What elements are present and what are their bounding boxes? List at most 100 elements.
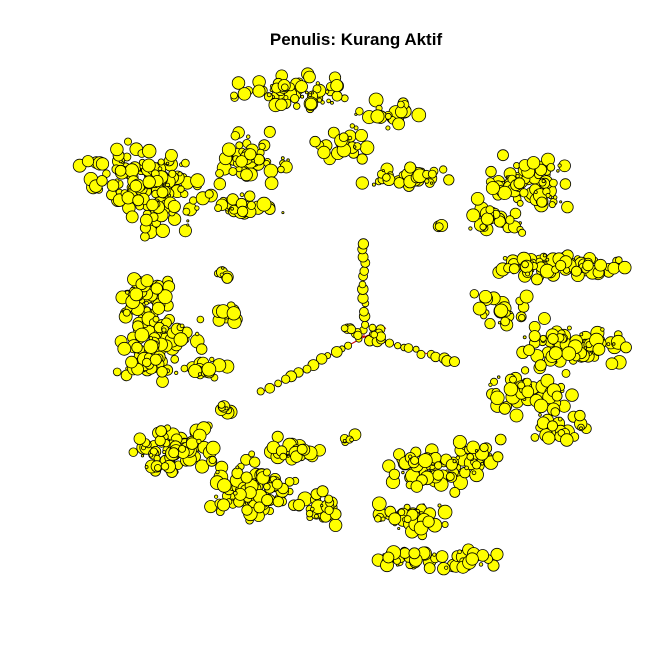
- graph-node: [508, 263, 520, 275]
- graph-node: [434, 461, 443, 470]
- graph-node: [253, 501, 266, 514]
- graph-node: [359, 306, 369, 317]
- graph-node: [205, 440, 221, 456]
- graph-node: [235, 465, 240, 470]
- graph-node: [583, 346, 588, 350]
- graph-node: [280, 83, 289, 92]
- graph-node: [303, 70, 316, 84]
- graph-node: [248, 450, 256, 458]
- graph-node: [559, 200, 563, 204]
- graph-node: [509, 207, 522, 220]
- graph-node: [149, 447, 158, 456]
- graph-node: [304, 97, 318, 111]
- graph-node: [384, 338, 394, 348]
- graph-node: [272, 496, 284, 508]
- graph-node: [264, 176, 279, 191]
- graph-node: [132, 194, 145, 207]
- graph-node: [445, 472, 455, 482]
- graph-node: [256, 196, 272, 212]
- graph-node: [233, 490, 238, 496]
- graph-node: [230, 207, 234, 211]
- graph-node: [452, 459, 457, 464]
- graph-node: [128, 447, 139, 457]
- graph-node: [167, 199, 181, 213]
- graph-node: [274, 379, 282, 388]
- graph-node: [429, 181, 434, 185]
- graph-node: [618, 260, 632, 275]
- graph-node: [356, 153, 368, 165]
- graph-node: [548, 201, 556, 209]
- graph-node: [157, 166, 163, 172]
- graph-node: [154, 435, 166, 447]
- graph-node: [355, 107, 364, 116]
- graph-node: [134, 327, 150, 343]
- graph-node: [195, 459, 210, 474]
- graph-node: [497, 185, 512, 200]
- graph-node: [129, 179, 143, 193]
- graph-node: [140, 454, 145, 458]
- graph-node: [547, 420, 559, 432]
- graph-node: [612, 342, 616, 346]
- graph-node: [403, 343, 414, 353]
- graph-node: [533, 398, 549, 414]
- graph-node: [368, 92, 384, 108]
- graph-node: [522, 335, 527, 340]
- graph-node: [536, 196, 548, 208]
- graph-node: [124, 137, 133, 146]
- graph-node: [263, 163, 279, 179]
- graph-node: [122, 308, 131, 317]
- graph-node: [449, 486, 461, 498]
- graph-node: [551, 390, 563, 402]
- graph-node: [466, 208, 481, 223]
- graph-node: [490, 547, 504, 561]
- graph-node: [239, 192, 245, 198]
- graph-node: [277, 165, 285, 174]
- graph-node: [95, 157, 110, 171]
- graph-node: [194, 205, 200, 211]
- graph-node: [168, 169, 177, 178]
- graph-node: [110, 142, 124, 157]
- graph-node: [311, 91, 314, 95]
- graph-node: [349, 123, 355, 129]
- graph-node: [565, 388, 579, 402]
- graph-node: [133, 432, 147, 445]
- graph-node: [131, 341, 143, 354]
- graph-node: [164, 148, 178, 162]
- plot-title: Penulis: Kurang Aktif: [269, 30, 443, 49]
- graph-node: [180, 364, 189, 373]
- graph-node: [361, 320, 370, 329]
- graph-node: [174, 370, 179, 375]
- edge-layer: [261, 243, 456, 393]
- graph-node: [452, 434, 467, 449]
- graph-node: [523, 344, 535, 357]
- graph-node: [607, 261, 621, 275]
- graph-node: [393, 177, 406, 189]
- graph-node: [154, 464, 162, 472]
- graph-node: [281, 374, 291, 384]
- graph-node: [197, 372, 202, 377]
- graph-node: [382, 459, 396, 473]
- graph-node: [358, 280, 367, 289]
- graph-node: [281, 211, 285, 215]
- graph-node: [371, 182, 376, 187]
- graph-node: [326, 98, 331, 104]
- graph-node: [559, 178, 572, 190]
- graph-node: [546, 163, 556, 172]
- graph-node: [173, 332, 189, 347]
- graph-node: [381, 169, 385, 173]
- graph-node: [284, 476, 295, 487]
- graph-node: [320, 503, 324, 508]
- graph-node: [547, 333, 559, 345]
- graph-node: [371, 496, 387, 512]
- graph-node: [327, 126, 340, 139]
- graph-node: [330, 346, 343, 358]
- graph-node: [557, 416, 563, 422]
- graph-node: [157, 158, 165, 166]
- graph-node: [317, 97, 323, 103]
- graph-node: [538, 312, 551, 325]
- graph-node: [125, 210, 139, 224]
- graph-node: [550, 407, 560, 417]
- graph-node: [503, 381, 519, 397]
- graph-node: [182, 207, 191, 216]
- graph-node: [168, 447, 180, 459]
